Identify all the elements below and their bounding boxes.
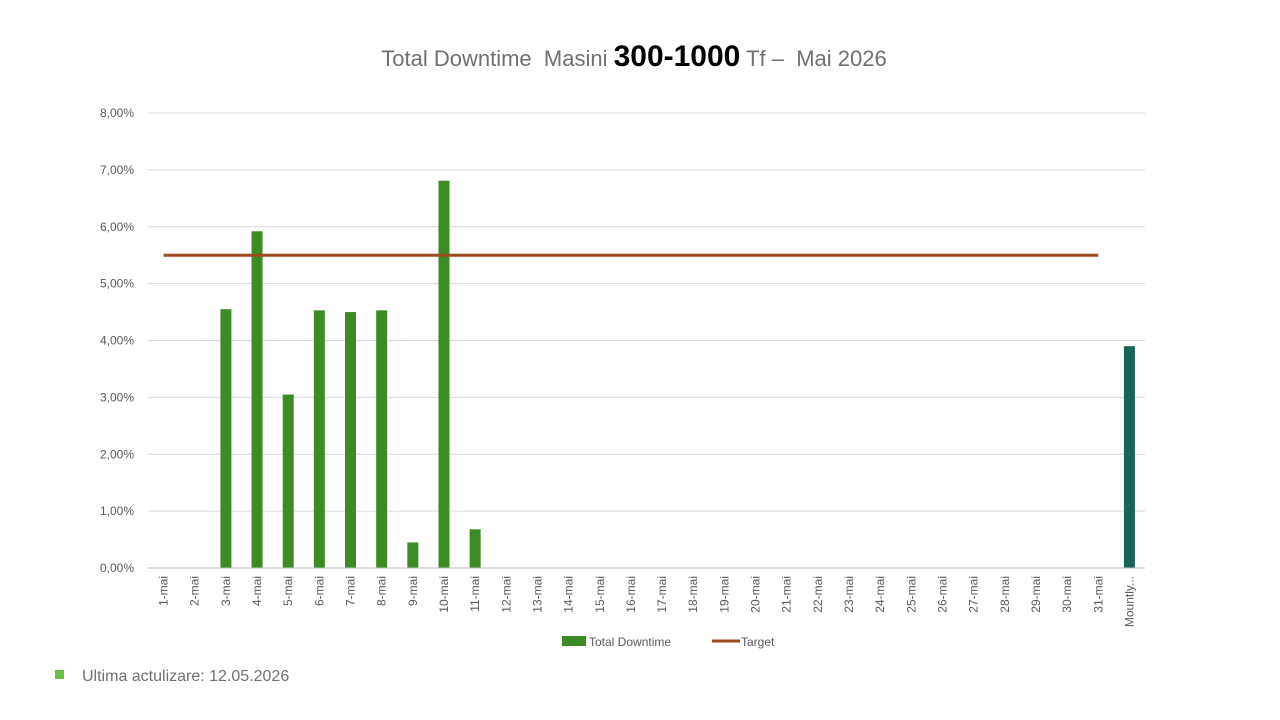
x-tick-label: 7-mai xyxy=(344,576,358,606)
x-tick-label: 9-mai xyxy=(406,576,420,606)
x-tick-label: 25-mai xyxy=(904,576,918,613)
x-tick-label: 13-mai xyxy=(530,576,544,613)
y-tick-label: 4,00% xyxy=(100,334,134,348)
x-tick-label: 5-mai xyxy=(281,576,295,606)
downtime-bar xyxy=(251,231,263,569)
x-tick-label: 17-mai xyxy=(655,576,669,613)
downtime-bar xyxy=(407,542,419,568)
chart-title-part3: Tf – Mai 2026 xyxy=(740,46,887,71)
downtime-bar xyxy=(282,394,294,568)
legend-label-total-downtime: Total Downtime xyxy=(589,635,671,649)
x-tick-label: 15-mai xyxy=(593,576,607,613)
y-tick-label: 3,00% xyxy=(100,390,134,404)
y-tick-label: 6,00% xyxy=(100,220,134,234)
x-tick-label: 31-mai xyxy=(1091,576,1105,613)
chart-title-part1: Total Downtime Masini xyxy=(381,46,614,71)
y-axis-tick-labels: 0,00% 1,00% 2,00% 3,00% 4,00% 5,00% 6,00% 7,00%… xyxy=(100,106,134,575)
x-tick-label: 30-mai xyxy=(1060,576,1074,613)
legend-label-target: Target xyxy=(741,635,775,649)
x-tick-label: 1-mai xyxy=(157,576,171,606)
footnote: Ultima actulizare: 12.05.2026 xyxy=(55,668,289,686)
x-tick-label: 8-mai xyxy=(375,576,389,606)
legend: Total Downtime Target xyxy=(562,635,775,649)
monthly-bar xyxy=(1123,346,1135,568)
x-tick-label: 28-mai xyxy=(998,576,1012,613)
y-tick-label: 5,00% xyxy=(100,277,134,291)
x-axis-tick-labels: 1-mai 2-mai 3-mai 4-mai 5-mai 6-mai 7-mai 8-mai… xyxy=(157,576,1137,627)
x-tick-label: 19-mai xyxy=(717,576,731,613)
bullet-icon xyxy=(55,670,64,679)
x-tick-label: 16-mai xyxy=(624,576,638,613)
downtime-bar xyxy=(469,529,481,568)
downtime-bar xyxy=(220,309,232,568)
x-tick-label: 6-mai xyxy=(312,576,326,606)
downtime-bar xyxy=(313,310,325,568)
y-tick-label: 7,00% xyxy=(100,163,134,177)
x-tick-label: 20-mai xyxy=(749,576,763,613)
y-tick-label: 1,00% xyxy=(100,504,134,518)
x-tick-label: 10-mai xyxy=(437,576,451,613)
x-tick-label: 27-mai xyxy=(967,576,981,613)
legend-swatch-total-downtime xyxy=(562,636,586,646)
x-tick-label: 18-mai xyxy=(686,576,700,613)
gridlines xyxy=(148,112,1145,512)
last-update-text: Ultima actulizare: 12.05.2026 xyxy=(82,668,290,685)
x-tick-label: 2-mai xyxy=(188,576,202,606)
x-tick-label: 14-mai xyxy=(562,576,576,613)
bars xyxy=(220,180,1135,569)
x-tick-label: 4-mai xyxy=(250,576,264,606)
x-tick-label: 21-mai xyxy=(780,576,794,613)
chart-title-part2: 300-1000 xyxy=(613,40,741,73)
y-tick-label: 0,00% xyxy=(100,561,134,575)
y-tick-label: 8,00% xyxy=(100,106,134,120)
x-tick-label: 3-mai xyxy=(219,576,233,606)
x-tick-label: 23-mai xyxy=(842,576,856,613)
x-tick-label: 29-mai xyxy=(1029,576,1043,613)
x-tick-label: 22-mai xyxy=(811,576,825,613)
downtime-bar xyxy=(376,310,388,568)
x-tick-label: 24-mai xyxy=(873,576,887,613)
x-tick-label: 11-mai xyxy=(468,576,482,612)
downtime-bar xyxy=(345,312,357,568)
chart-title: Total Downtime Masini 300-1000 Tf – Mai … xyxy=(0,40,1268,74)
x-tick-label: Mountly... xyxy=(1122,576,1136,627)
y-tick-label: 2,00% xyxy=(100,447,134,461)
x-tick-label: 26-mai xyxy=(935,576,949,613)
downtime-bar xyxy=(438,180,450,568)
x-tick-label: 12-mai xyxy=(499,576,513,613)
